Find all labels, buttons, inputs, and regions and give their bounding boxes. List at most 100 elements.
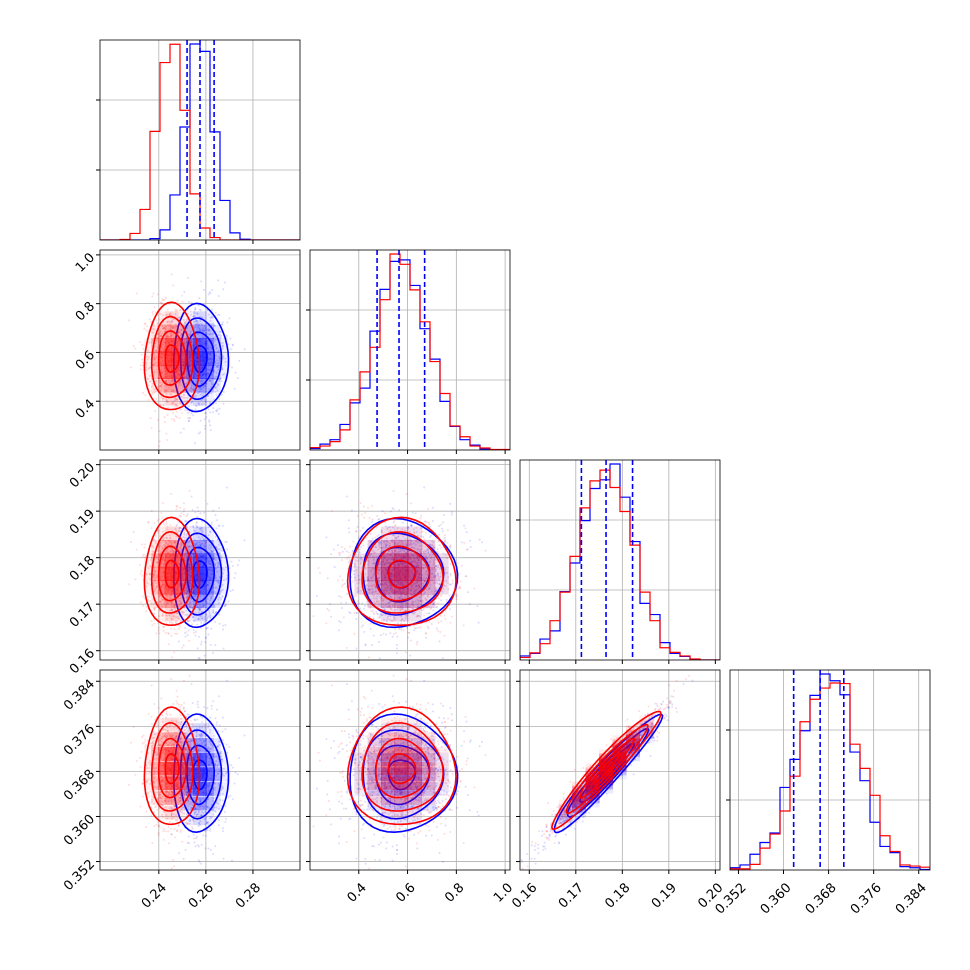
panel-2-0 (96, 459, 301, 664)
sample-point (200, 393, 203, 396)
sample-point (178, 383, 181, 386)
sample-point (361, 559, 364, 562)
sample-point (191, 398, 194, 401)
sample-point (379, 540, 382, 543)
sample-point (385, 587, 388, 590)
sample-point (425, 555, 428, 558)
sample-point (392, 568, 395, 571)
sample-point (207, 562, 210, 565)
sample-point (176, 340, 179, 343)
density-contours (143, 516, 230, 629)
sample-point (389, 587, 392, 590)
sample-point (170, 582, 173, 585)
sample-point (371, 609, 374, 612)
sample-point (388, 545, 391, 548)
sample-point (216, 410, 219, 413)
sample-point (421, 567, 424, 570)
sample-point (394, 549, 397, 552)
sample-point (200, 340, 203, 343)
sample-point (166, 335, 169, 338)
sample-point (418, 541, 421, 544)
sample-point (408, 536, 411, 539)
sample-point (356, 582, 359, 585)
sample-point (318, 571, 321, 574)
sample-point (154, 410, 157, 413)
sample-point (205, 344, 208, 347)
sample-point (177, 344, 180, 347)
sample-point (368, 656, 371, 659)
sample-point (206, 602, 209, 605)
sample-point (205, 343, 208, 346)
sample-point (422, 607, 425, 610)
sample-point (169, 583, 172, 586)
sample-point (155, 355, 158, 358)
sample-point (209, 357, 212, 360)
sample-point (194, 590, 197, 593)
sample-point (337, 629, 340, 632)
sample-point (192, 592, 195, 595)
sample-point (161, 371, 164, 374)
sample-point (165, 392, 168, 395)
sample-point (209, 362, 212, 365)
sample-point (409, 542, 412, 545)
sample-point (396, 542, 399, 545)
sample-point (434, 568, 437, 571)
sample-point (217, 582, 220, 585)
sample-point (206, 372, 209, 375)
sample-point (180, 334, 183, 337)
sample-point (214, 390, 217, 393)
sample-point (410, 576, 413, 579)
sample-point (207, 363, 210, 366)
sample-point (400, 602, 403, 605)
sample-point (151, 553, 154, 556)
sample-point (152, 292, 155, 295)
sample-point (216, 565, 219, 568)
density-cell (213, 566, 228, 581)
sample-point (184, 539, 187, 542)
sample-point (184, 322, 187, 325)
sample-point (464, 575, 467, 578)
sample-point (153, 580, 156, 583)
sample-point (178, 381, 181, 384)
sample-point (183, 611, 186, 614)
sample-point (165, 379, 168, 382)
sample-point (193, 374, 196, 377)
sample-point (192, 591, 195, 594)
sample-point (184, 396, 187, 399)
sample-point (175, 593, 178, 596)
sample-point (393, 539, 396, 542)
sample-point (179, 395, 182, 398)
sample-point (411, 600, 414, 603)
sample-point (220, 334, 223, 337)
sample-point (419, 599, 422, 602)
sample-point (158, 330, 161, 333)
sample-point (167, 543, 170, 546)
sample-point (215, 559, 218, 562)
sample-point (405, 492, 408, 495)
sample-point (168, 341, 171, 344)
sample-point (373, 562, 376, 565)
sample-point (179, 544, 182, 547)
sample-point (174, 323, 177, 326)
sample-point (160, 585, 163, 588)
sample-point (188, 417, 191, 420)
sample-point (414, 592, 417, 595)
sample-point (217, 524, 220, 527)
sample-point (353, 565, 356, 568)
sample-point (200, 379, 203, 382)
sample-point (227, 343, 230, 346)
sample-point (399, 554, 402, 557)
sample-point (435, 567, 438, 570)
sample-point (139, 563, 142, 566)
sample-point (194, 404, 197, 407)
sample-point (164, 341, 167, 344)
sample-point (383, 512, 386, 515)
sample-point (184, 635, 187, 638)
sample-point (216, 383, 219, 386)
sample-point (165, 375, 168, 378)
sample-point (161, 612, 164, 615)
sample-point (191, 509, 194, 512)
sample-point (391, 550, 394, 553)
sample-point (345, 495, 348, 498)
sample-point (428, 621, 431, 624)
